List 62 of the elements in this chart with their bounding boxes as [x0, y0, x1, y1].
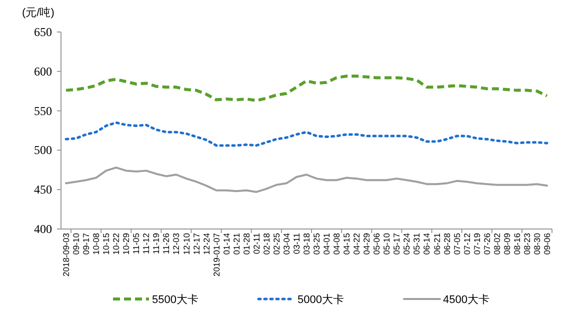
y-tick-label: 400: [34, 222, 52, 236]
x-tick-label: 01-14: [221, 232, 232, 255]
x-tick-label: 02-18: [261, 232, 272, 255]
x-tick-label: 07-26: [482, 232, 492, 255]
x-tick-label: 10-08: [91, 232, 102, 255]
x-tick-label: 03-11: [291, 232, 302, 254]
x-tick-label: 10-29: [121, 232, 132, 255]
x-tick-label: 12-17: [191, 232, 202, 255]
x-tick-label: 12-10: [181, 232, 192, 255]
x-tick-label: 08-30: [532, 232, 542, 255]
x-tick-label: 05-10: [382, 232, 392, 255]
x-tick-label: 02-25: [271, 232, 282, 255]
legend-label: 5000大卡: [297, 293, 344, 306]
x-tick-label: 11-19: [151, 232, 162, 254]
x-tick-label: 06-21: [432, 232, 442, 255]
y-tick-label: 550: [34, 104, 52, 118]
x-tick-label: 04-22: [352, 232, 362, 255]
x-tick-label: 04-08: [332, 232, 342, 255]
x-tick-label: 11-26: [161, 232, 172, 254]
x-tick-label: 06-28: [442, 232, 452, 255]
x-tick-label: 12-24: [201, 232, 212, 255]
legend-label: 4500大卡: [442, 293, 490, 306]
x-tick-label: 03-04: [281, 232, 292, 255]
x-tick-label: 05-31: [412, 232, 422, 255]
x-tick-label: 11-05: [131, 232, 142, 254]
x-tick-label: 04-29: [362, 232, 372, 255]
x-tick-label: 03-25: [312, 232, 322, 255]
x-tick-label: 08-16: [512, 232, 522, 255]
y-tick-label: 650: [34, 25, 52, 39]
x-tick-label: 2018-09-03: [61, 232, 72, 276]
x-tick-label: 09-06: [542, 232, 552, 255]
y-tick-label: 600: [34, 64, 52, 78]
x-tick-label: 07-12: [462, 232, 472, 255]
x-tick-label: 11-12: [141, 232, 152, 254]
x-tick-label: 10-15: [101, 232, 112, 255]
x-tick-label: 07-05: [452, 232, 462, 255]
x-tick-label: 05-06: [372, 232, 382, 255]
line-series: [64, 74, 548, 102]
x-tick-label: 12-03: [171, 232, 182, 255]
x-tick-label: 05-17: [392, 232, 402, 255]
x-tick-label: 09-10: [71, 232, 82, 255]
x-tick-label: 08-02: [492, 232, 502, 255]
x-tick-label: 02-11: [251, 232, 262, 254]
y-axis-title: (元/吨): [22, 6, 54, 19]
y-tick-label: 500: [34, 143, 52, 158]
x-tick-label: 07-19: [472, 232, 482, 255]
x-tick-label: 04-15: [342, 232, 352, 255]
x-tick-label: 09-17: [81, 232, 92, 255]
x-tick-label: 08-09: [502, 232, 512, 255]
x-tick-label: 04-01: [322, 232, 332, 255]
x-tick-label: 08-23: [522, 232, 532, 255]
line-series: [64, 121, 548, 147]
x-tick-label: 06-14: [422, 232, 432, 255]
x-tick-label: 01-21: [231, 232, 242, 255]
x-tick-label: 05-24: [402, 232, 412, 255]
x-tick-label: 2019-01-07: [211, 232, 222, 276]
x-tick-label: 01-28: [241, 232, 252, 255]
line-series: [65, 166, 548, 193]
legend-label: 5500大卡: [152, 293, 198, 306]
x-tick-label: 03-18: [302, 232, 312, 255]
x-tick-label: 10-22: [111, 232, 122, 255]
y-tick-label: 450: [34, 182, 52, 197]
